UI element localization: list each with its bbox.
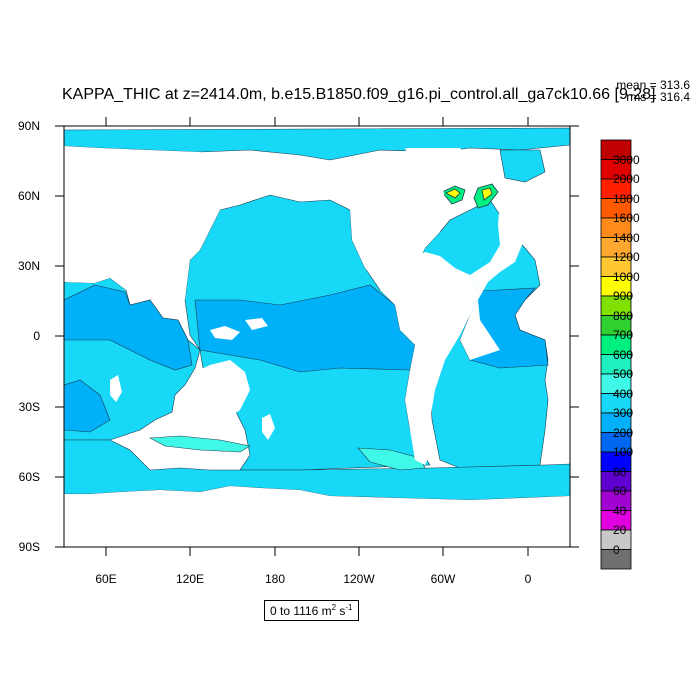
lon-tick-label: 60E [95, 572, 116, 586]
colorbar-label: 700 [613, 328, 634, 342]
ocean-field [64, 126, 570, 547]
colorbar-label: 800 [613, 308, 634, 323]
colorbar-label: 40 [613, 503, 627, 518]
lat-tick-label: 90N [18, 119, 40, 133]
lat-tick-label: 60N [18, 189, 40, 203]
mean-stat: mean = 313.6 [616, 78, 690, 92]
colorbar-label: 1400 [613, 230, 640, 245]
colorbar-swatch [600, 549, 632, 570]
asia-landmass [64, 146, 240, 300]
colorbar-label: 900 [613, 289, 634, 303]
colorbar-label: 1600 [613, 211, 640, 225]
plot-title: KAPPA_THIC at z=2414.0m, b.e15.B1850.f09… [62, 86, 656, 103]
rms-stat: rms = 316.4 [626, 90, 690, 104]
range-text: 0 to 1116 m [270, 604, 332, 618]
lon-tick-label: 0 [525, 572, 532, 586]
range-units-tail: s [336, 604, 346, 618]
europe-landmass [530, 185, 570, 255]
antarctica-landmass [64, 486, 570, 547]
colorbar-label: 60 [613, 484, 627, 498]
lat-tick-label: 60S [19, 470, 40, 484]
longitude-axis [105, 117, 529, 556]
colorbar-label: 100 [613, 445, 634, 459]
data-range-box: 0 to 1116 m2 s-1 [264, 600, 359, 621]
colorbar-label: 200 [613, 425, 634, 440]
southern-ocean-band-2 [357, 447, 426, 471]
south-america-landmass [460, 200, 528, 360]
southern-ocean-band-1 [148, 435, 251, 453]
colorbar-label: 0 [613, 542, 620, 557]
tropical-indian-band [64, 284, 193, 371]
colorbar-label: 600 [613, 347, 634, 362]
colorbar-label: 300 [613, 406, 634, 420]
lon-tick-label: 60W [431, 572, 456, 586]
colorbar-label: 20 [613, 523, 627, 537]
labrador-sea-maximum [441, 183, 499, 209]
latitude-axis [55, 125, 579, 548]
lat-tick-label: 30N [18, 259, 40, 273]
lat-tick-label: 30S [19, 400, 40, 414]
lat-tick-label: 0 [33, 329, 40, 343]
range-units-sup: 2 [331, 603, 337, 612]
north-america-landmass [340, 150, 445, 300]
colorbar-label: 1200 [613, 250, 640, 264]
lat-tick-label: 90S [19, 540, 40, 554]
lon-tick-label: 120E [176, 572, 204, 586]
range-units-sup2: -1 [345, 603, 353, 612]
colorbar-label: 80 [613, 464, 627, 479]
lon-tick-label: 180 [265, 572, 285, 586]
colorbar-label: 2000 [613, 172, 640, 186]
colorbar-label: 500 [613, 367, 634, 381]
australia-landmass [185, 360, 250, 420]
colorbar-label: 1800 [613, 191, 640, 206]
colorbar-label: 3000 [613, 152, 640, 167]
africa-landmass [380, 252, 480, 465]
colorbar-label: 400 [613, 386, 634, 401]
colorbar-label: 1000 [613, 269, 640, 284]
colorbar [600, 139, 632, 570]
lon-tick-label: 120W [343, 572, 375, 586]
